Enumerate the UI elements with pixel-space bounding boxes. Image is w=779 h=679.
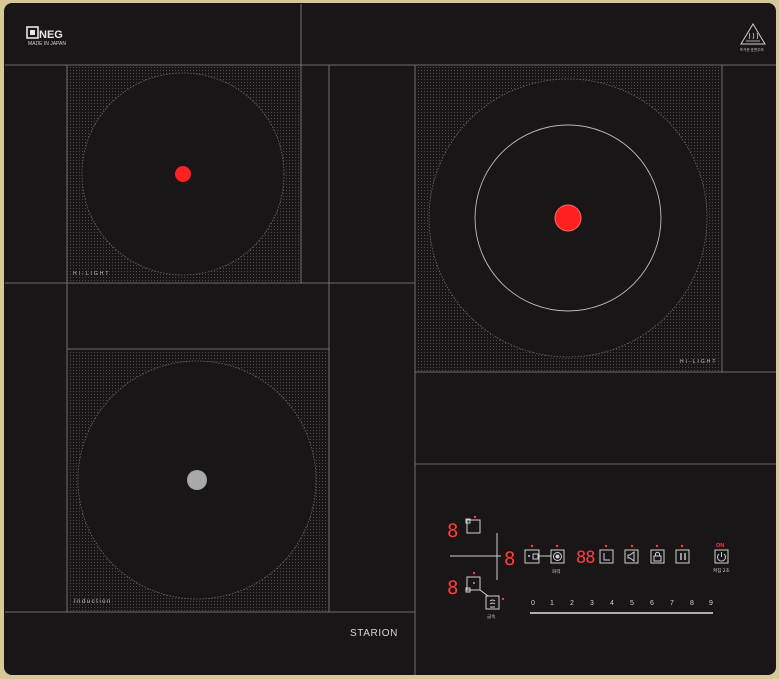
power-level-9: 9 xyxy=(709,600,713,607)
boost-led xyxy=(555,544,559,548)
cooking-zone-2[interactable] xyxy=(428,78,708,358)
timer-led xyxy=(604,544,608,548)
made-in-label: MADE IN JAPAN xyxy=(28,41,66,47)
zone-1-select-led xyxy=(473,515,477,519)
lock-button[interactable] xyxy=(650,549,665,564)
zone-3-digit-display: 8 xyxy=(447,577,458,599)
cooking-zone-3[interactable] xyxy=(77,360,317,600)
keep-warm-button[interactable] xyxy=(485,595,500,610)
zone-select-led xyxy=(530,544,534,548)
pause-led xyxy=(680,544,684,548)
zone-2-label: HI-LIGHT xyxy=(680,359,717,365)
power-level-1: 1 xyxy=(550,600,554,607)
sound-led xyxy=(630,544,634,548)
power-level-6: 6 xyxy=(650,600,654,607)
zone-1-select-button[interactable] xyxy=(465,518,481,534)
zone-3-select-button[interactable] xyxy=(465,576,481,593)
hot-surface-warning-icon xyxy=(740,23,766,45)
power-level-7: 7 xyxy=(670,600,674,607)
power-button-label: 켜짐 2초 xyxy=(713,567,730,574)
hot-surface-warning-text: 뜨거운 표면주의 xyxy=(740,47,764,52)
timer-button[interactable] xyxy=(599,549,614,564)
zone-1-indicator xyxy=(175,166,191,182)
keep-warm-led xyxy=(501,597,505,601)
zone-1-label: HI-LIGHT xyxy=(73,271,110,277)
power-level-slider[interactable]: 0 1 2 3 4 5 6 7 8 9 xyxy=(530,600,713,614)
control-panel: 8 8 화력 88 xyxy=(447,515,730,620)
zone-2-inner-ring xyxy=(474,124,662,312)
boost-button[interactable] xyxy=(550,549,565,564)
power-level-3: 3 xyxy=(590,600,594,607)
lock-led xyxy=(655,544,659,548)
sound-button[interactable] xyxy=(624,549,639,564)
power-level-8: 8 xyxy=(690,600,694,607)
zone-1-digit-display: 8 xyxy=(447,520,458,542)
power-level-5: 5 xyxy=(630,600,634,607)
keep-warm-connector xyxy=(479,589,489,597)
power-level-2: 2 xyxy=(570,600,574,607)
brand-logo-text: NEG xyxy=(39,29,63,41)
model-name: STARION xyxy=(350,628,398,639)
brand-logo: NEG MADE IN JAPAN xyxy=(26,26,66,47)
pause-button[interactable] xyxy=(675,549,690,564)
zone-3-indicator xyxy=(187,470,207,490)
power-level-4: 4 xyxy=(610,600,614,607)
panel-grid-lines xyxy=(5,4,776,675)
zone-2-indicator xyxy=(558,208,578,228)
zone-3-select-led xyxy=(472,571,476,575)
timer-digit-display: 88 xyxy=(576,548,595,568)
power-level-0: 0 xyxy=(531,600,535,607)
boost-button-label: 화력 xyxy=(552,568,560,575)
cooking-zone-1[interactable] xyxy=(81,72,285,276)
power-button[interactable] xyxy=(714,549,729,564)
zone-2-digit-display: 8 xyxy=(504,548,515,570)
power-on-text: ON xyxy=(716,543,724,549)
keep-warm-label: 금속 xyxy=(487,613,495,620)
zone-3-label: Induction xyxy=(74,599,112,605)
